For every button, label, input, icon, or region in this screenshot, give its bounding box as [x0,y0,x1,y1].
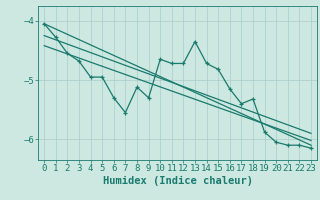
X-axis label: Humidex (Indice chaleur): Humidex (Indice chaleur) [103,176,252,186]
